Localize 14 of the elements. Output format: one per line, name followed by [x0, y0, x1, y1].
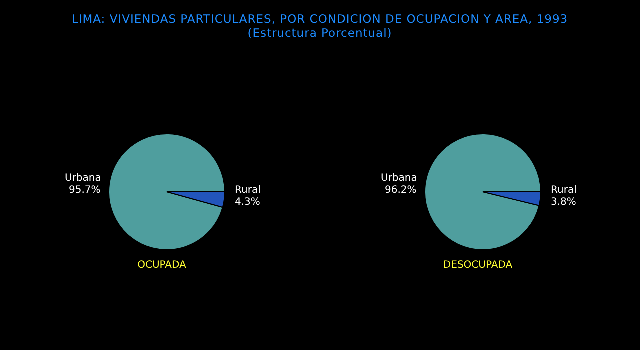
- pie-slice: [108, 134, 226, 250]
- text: (Estructura Porcentual): [246, 26, 394, 40]
- data-label: 4.3%: [235, 197, 260, 208]
- data-label: 95.7%: [69, 185, 101, 196]
- slice-label: Rural: [235, 185, 261, 196]
- data-label: 96.2%: [385, 185, 417, 196]
- text: LIMA: VIVIENDAS PARTICULARES, POR CONDICION DE OCUPACION Y AREA, 1993: [70, 12, 570, 26]
- text: DESOCUPADA: [442, 260, 514, 271]
- slice-label: Urbana: [65, 173, 102, 184]
- slice-label: Rural: [551, 185, 577, 196]
- pie-slice: [424, 134, 542, 250]
- slice-label: Urbana: [381, 173, 418, 184]
- data-label: 3.8%: [551, 197, 576, 208]
- text: OCUPADA: [136, 260, 188, 271]
